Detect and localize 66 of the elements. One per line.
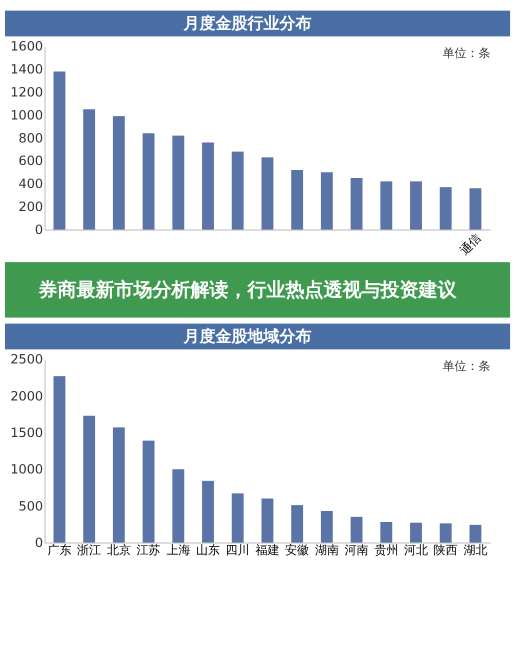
y-tick-label: 1200 [10, 86, 44, 101]
bar [440, 523, 452, 542]
x-tick-label: 四川 [226, 542, 250, 557]
bar [112, 116, 125, 230]
x-tick-label: 通信 [456, 230, 484, 258]
y-tick-label: 1000 [10, 108, 44, 124]
bar [142, 133, 155, 230]
x-tick-label: 上海 [166, 542, 190, 557]
x-tick-label: 湖南 [314, 542, 339, 557]
bar [202, 142, 214, 230]
x-tick-label: 贵州 [374, 542, 398, 557]
bar [320, 510, 333, 542]
y-tick-label: 800 [18, 131, 44, 146]
y-tick-label: 1600 [10, 40, 44, 55]
bar [53, 71, 66, 230]
bar [53, 376, 66, 542]
x-tick-label: 安徽 [285, 542, 310, 557]
y-tick-label: 500 [18, 499, 44, 514]
x-tick-label: 陕西 [434, 542, 458, 557]
y-tick-label: 0 [34, 222, 44, 238]
bar [291, 170, 304, 230]
bar [83, 109, 96, 230]
y-tick-label: 1500 [10, 426, 44, 442]
x-tick-label: 河北 [404, 542, 428, 557]
bar [202, 480, 214, 542]
annotation: 单位：条 [442, 46, 490, 60]
bar [232, 152, 244, 230]
x-tick-label: 北京 [106, 542, 131, 557]
bar [350, 178, 363, 230]
bar [410, 181, 422, 230]
y-tick-label: 400 [18, 177, 44, 192]
bar [172, 469, 184, 542]
x-tick-label: 江苏 [136, 542, 161, 557]
y-tick-label: 2000 [10, 389, 44, 404]
y-tick-label: 0 [34, 536, 44, 551]
chart-title: 月度金股行业分布 [182, 13, 312, 32]
x-tick-label: 广东 [47, 542, 72, 557]
y-tick-label: 2500 [10, 352, 44, 368]
y-tick-label: 600 [18, 154, 44, 170]
bar [142, 440, 155, 542]
bar [380, 181, 392, 230]
bar [380, 522, 392, 542]
bar [291, 505, 304, 542]
bar [112, 427, 125, 542]
text: 券商最新市场分析解读，行业热点透视与投资建议 [38, 278, 458, 301]
bar [172, 136, 184, 230]
x-tick-label: 山东 [196, 542, 220, 557]
y-tick-label: 200 [18, 200, 44, 216]
bar [469, 188, 482, 230]
bar [320, 172, 333, 230]
bar [261, 498, 274, 542]
bar [83, 416, 96, 542]
annotation: 单位：条 [442, 359, 490, 374]
bar [440, 187, 452, 230]
y-tick-label: 1000 [10, 462, 44, 478]
bar [261, 157, 274, 230]
chart-title: 月度金股地域分布 [182, 326, 312, 346]
bar [410, 522, 422, 542]
x-tick-label: 福建 [255, 542, 280, 557]
y-tick-label: 1400 [10, 62, 44, 78]
x-tick-label: 河南 [344, 542, 369, 557]
x-tick-label: 湖北 [463, 542, 488, 557]
bar [350, 516, 363, 542]
x-tick-label: 浙江 [77, 542, 102, 557]
bar [232, 493, 244, 542]
bar [469, 524, 482, 542]
